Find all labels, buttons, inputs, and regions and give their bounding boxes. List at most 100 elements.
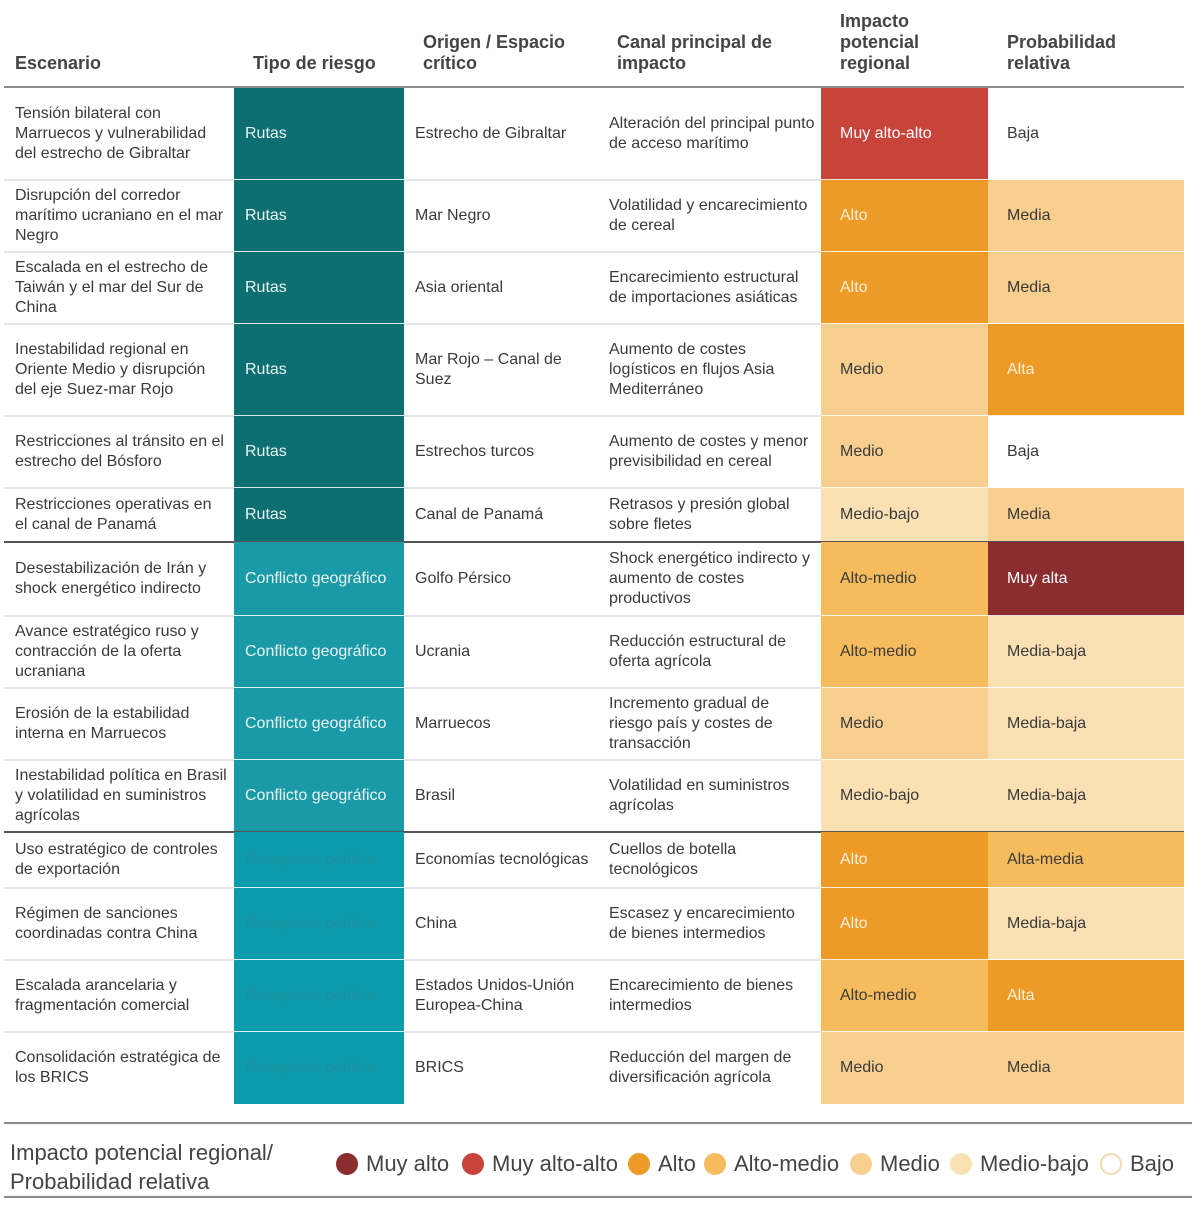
legend-label: Alto-medio	[734, 1151, 840, 1176]
table-row: Avance estratégico ruso y contracción de…	[4, 616, 1184, 688]
table-row: Inestabilidad política en Brasil y volat…	[4, 760, 1184, 832]
row-divider-light	[404, 415, 821, 417]
cell-tipo: Rutas	[234, 88, 404, 180]
cell-impacto: Medio-bajo	[821, 488, 988, 542]
cell-canal: Alteración del principal punto de acceso…	[609, 115, 815, 152]
header-probabilidad: Probabilidad relativa	[1007, 32, 1117, 73]
row-divider-light	[404, 887, 821, 889]
table-row: Régimen de sanciones coordinadas contra …	[4, 888, 1184, 960]
legend-bottom-divider	[4, 1196, 1192, 1198]
cell-tipo: Disrupción política	[234, 1032, 404, 1104]
cell-probabilidad: Baja	[988, 416, 1184, 488]
legend-swatch	[336, 1153, 358, 1175]
row-divider-light	[4, 1031, 234, 1033]
table-row: Inestabilidad regional en Oriente Medio …	[4, 324, 1184, 416]
legend-top-divider	[4, 1122, 1192, 1124]
table-row: Consolidación estratégica de los BRICS Di…	[4, 1032, 1184, 1104]
cell-origen: Estados Unidos-Unión Europea-China	[415, 977, 575, 1014]
legend-swatch	[462, 1153, 484, 1175]
cell-tipo: Disrupción política	[234, 888, 404, 960]
legend-item-medio: Medio	[850, 1150, 940, 1178]
cell-escenario: Inestabilidad regional en Oriente Medio …	[15, 341, 206, 398]
table-row: Disrupción del corredor marítimo ucrania…	[4, 180, 1184, 252]
row-divider-light	[4, 887, 234, 889]
cell-origen: Canal de Panamá	[415, 506, 544, 523]
cell-tipo: Conflicto geográfico	[234, 688, 404, 760]
cell-canal: Volatilidad y encarecimiento de cereal	[609, 197, 808, 234]
cell-tipo: Conflicto geográfico	[234, 760, 404, 832]
cell-canal: Reducción del margen de diversificación …	[609, 1049, 792, 1086]
cell-escenario: Escalada en el estrecho de Taiwán y el m…	[15, 259, 209, 316]
cell-origen: Brasil	[415, 787, 456, 804]
cell-impacto: Alto	[821, 180, 988, 252]
cell-canal: Encarecimiento de bienes intermedios	[609, 977, 794, 1014]
legend-item-medio-bajo: Medio-bajo	[950, 1150, 1089, 1178]
table-row: Tensión bilateral con Marruecos y vulner…	[4, 88, 1184, 180]
legend: Impacto potencial regional/ Probabilidad…	[0, 1120, 1200, 1200]
table-row: Erosión de la estabilidad interna en Mar…	[4, 688, 1184, 760]
cell-impacto: Alto-medio	[821, 542, 988, 616]
cell-tipo: Rutas	[234, 488, 404, 542]
cell-canal: Aumento de costes y menor previsibilidad…	[609, 433, 809, 470]
legend-swatch	[850, 1153, 872, 1175]
group-divider	[4, 831, 1184, 833]
cell-tipo: Conflicto geográfico	[234, 616, 404, 688]
cell-escenario: Régimen de sanciones coordinadas contra …	[15, 905, 198, 942]
cell-origen: Ucrania	[415, 643, 471, 660]
row-divider-light	[4, 959, 234, 961]
cell-impacto: Alto	[821, 252, 988, 324]
row-divider-light	[404, 1031, 821, 1033]
cell-origen: Golfo Pérsico	[415, 570, 512, 587]
legend-item-muy-alto-alto: Muy alto-alto	[462, 1150, 618, 1178]
cell-origen: Estrecho de Gibraltar	[415, 125, 567, 142]
cell-probabilidad: Media-baja	[988, 688, 1184, 760]
cell-canal: Shock energético indirecto y aumento de …	[609, 550, 810, 607]
cell-impacto: Medio	[821, 1032, 988, 1104]
cell-escenario: Restricciones operativas en el canal de …	[15, 496, 212, 533]
cell-impacto: Medio	[821, 324, 988, 416]
legend-label: Alto	[658, 1151, 696, 1176]
legend-swatch	[950, 1153, 972, 1175]
table-row: Desestabilización de Irán y shock energé…	[4, 542, 1184, 616]
cell-escenario: Consolidación estratégica de los BRICS	[15, 1049, 221, 1086]
cell-impacto: Alto-medio	[821, 960, 988, 1032]
legend-label: Muy alto-alto	[492, 1151, 618, 1176]
cell-escenario: Inestabilidad política en Brasil y volat…	[15, 767, 227, 824]
legend-label: Medio-bajo	[980, 1151, 1089, 1176]
cell-canal: Encarecimiento estructural de importacio…	[609, 269, 799, 306]
cell-probabilidad: Media-baja	[988, 760, 1184, 832]
cell-canal: Aumento de costes logísticos en flujos A…	[609, 341, 775, 398]
cell-probabilidad: Alta	[988, 960, 1184, 1032]
row-divider-light	[404, 323, 821, 325]
row-divider-light	[4, 487, 234, 489]
cell-origen: Asia oriental	[415, 279, 504, 296]
table-row: Escalada arancelaria y fragmentación com…	[4, 960, 1184, 1032]
cell-escenario: Escalada arancelaria y fragmentación com…	[15, 977, 190, 1014]
cell-escenario: Disrupción del corredor marítimo ucrania…	[15, 187, 224, 244]
header-tipo-riesgo: Tipo de riesgo	[253, 53, 376, 73]
cell-canal: Escasez y encarecimiento de bienes inter…	[609, 905, 795, 942]
cell-tipo: Rutas	[234, 252, 404, 324]
cell-impacto: Medio	[821, 688, 988, 760]
row-divider-light	[404, 759, 821, 761]
row-divider-light	[404, 179, 821, 181]
row-divider-light	[404, 687, 821, 689]
row-divider-light	[404, 487, 821, 489]
cell-tipo: Conflicto geográfico	[234, 542, 404, 616]
cell-probabilidad: Muy alta	[988, 542, 1184, 616]
legend-item-bajo: Bajo	[1100, 1150, 1174, 1178]
cell-escenario: Erosión de la estabilidad interna en Mar…	[15, 705, 190, 742]
cell-tipo: Disrupción política	[234, 832, 404, 888]
cell-origen: China	[415, 915, 457, 932]
row-divider-light	[4, 615, 234, 617]
cell-canal: Retrasos y presión global sobre fletes	[609, 496, 790, 533]
legend-item-alto-medio: Alto-medio	[704, 1150, 839, 1178]
cell-origen: Mar Negro	[415, 207, 491, 224]
cell-escenario: Restricciones al tránsito en el estrecho…	[15, 433, 224, 470]
table-row: Uso estratégico de controles de exportac…	[4, 832, 1184, 888]
legend-swatch	[1100, 1153, 1122, 1175]
cell-canal: Volatilidad en suministros agrícolas	[609, 777, 790, 814]
cell-canal: Reducción estructural de oferta agrícola	[609, 633, 786, 670]
cell-tipo: Rutas	[234, 180, 404, 252]
table-row: Restricciones operativas en el canal de …	[4, 488, 1184, 542]
